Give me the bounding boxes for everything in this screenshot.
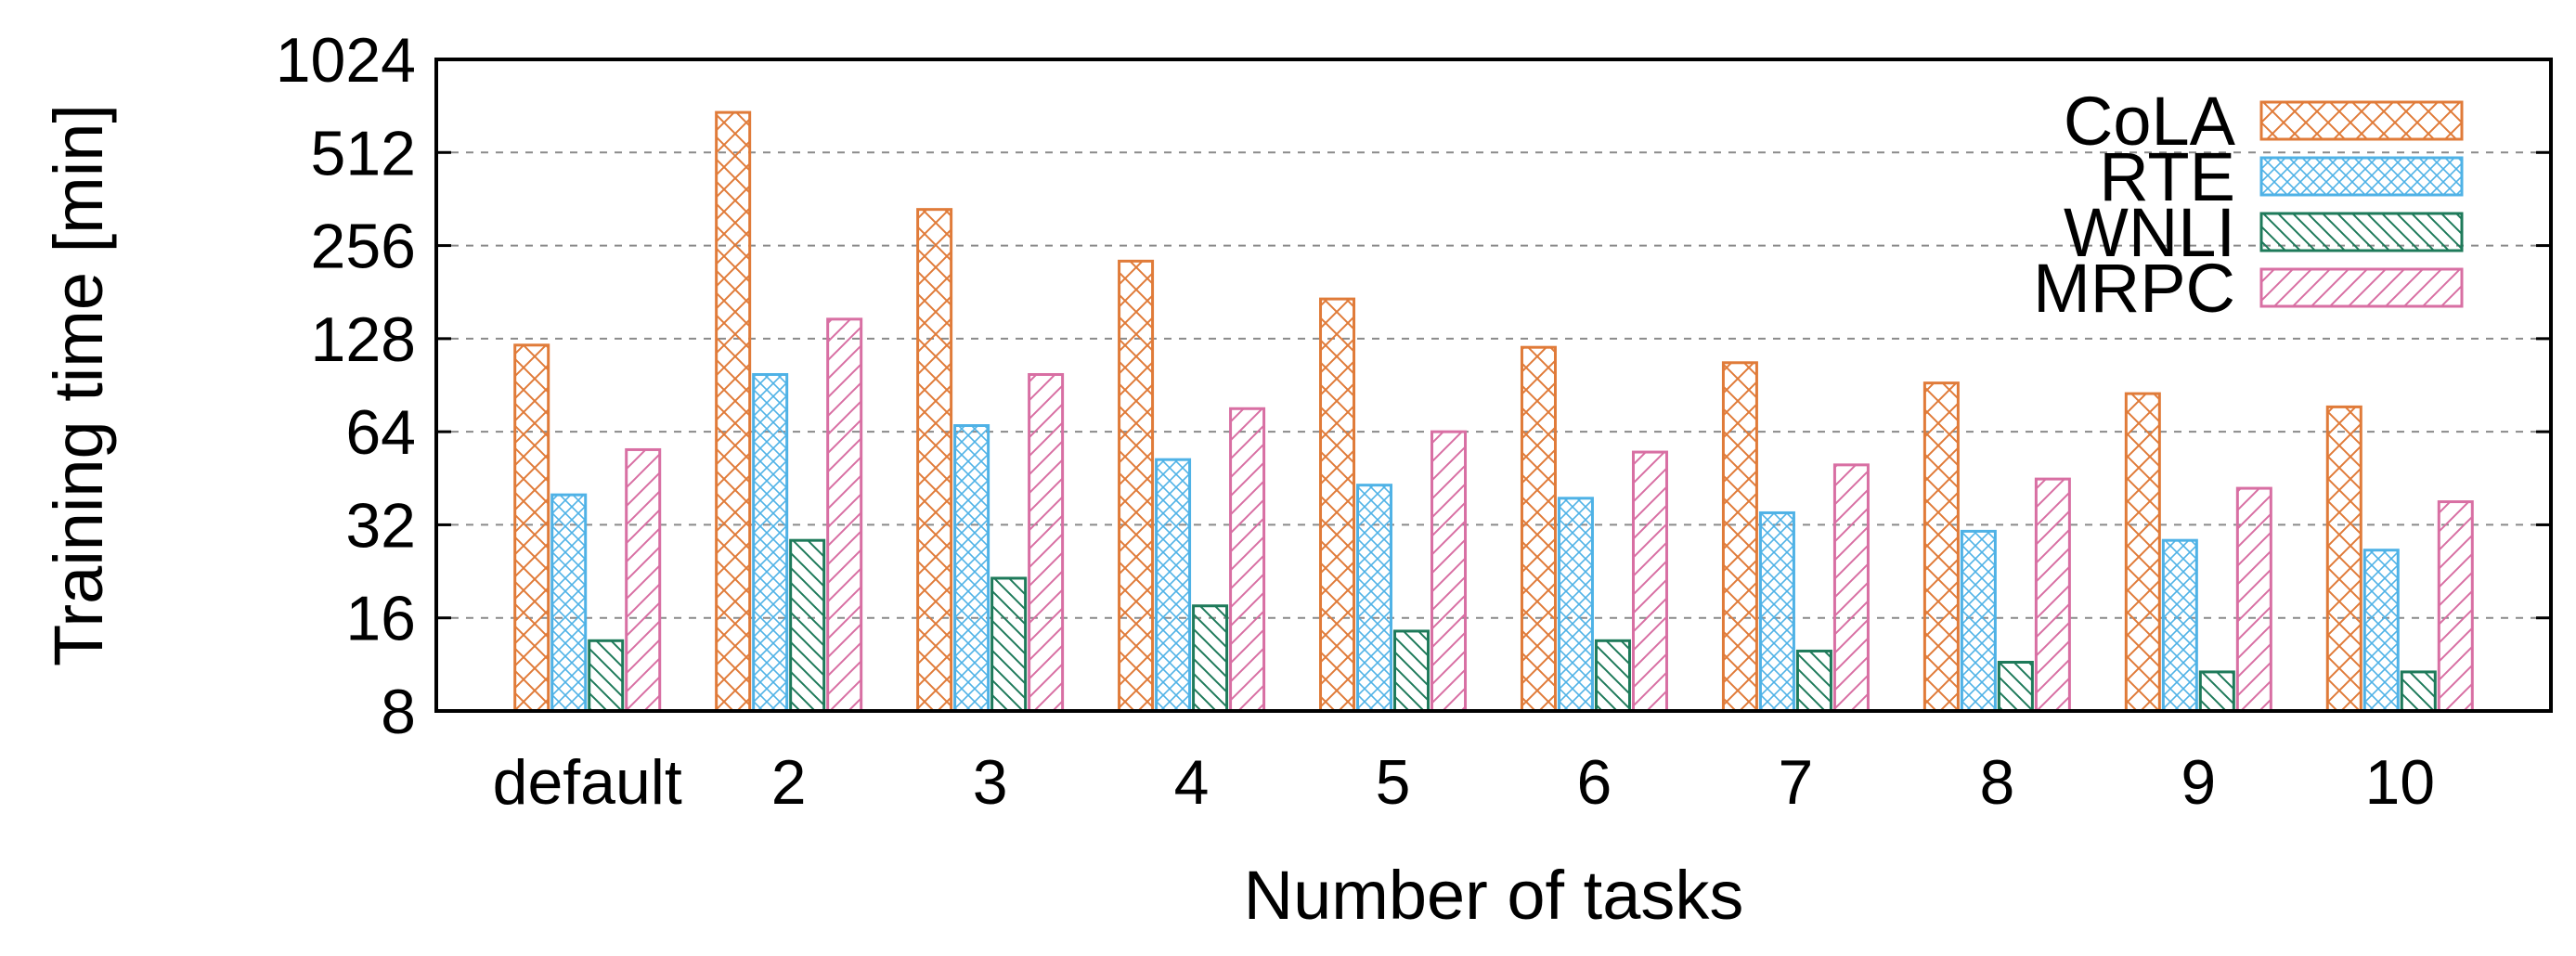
x-tick-label: 10: [2364, 747, 2435, 818]
bars-layer: [513, 110, 2474, 713]
legend-label-cola: CoLA: [2064, 83, 2236, 160]
bar-rte-7: [1758, 510, 1795, 713]
bar-wnli-10: [2400, 670, 2437, 713]
x-tick-label: default: [493, 747, 682, 818]
bar-wnli-5: [1393, 629, 1430, 713]
bar-mrpc-4: [1229, 407, 1266, 713]
bar-rte-9: [2161, 538, 2198, 713]
bar-cola-6: [1520, 345, 1557, 713]
bar-cola-9: [2124, 392, 2161, 713]
x-tick-label: 8: [1979, 747, 2014, 818]
bar-wnli-8: [1997, 660, 2034, 713]
bar-wnli-9: [2198, 670, 2235, 713]
y-tick-label: 256: [311, 212, 416, 282]
bar-cola-5: [1319, 297, 1356, 713]
bar-rte-2: [752, 372, 789, 713]
y-axis-title: Training time [min]: [40, 104, 117, 666]
legend-swatch-mrpc: [2259, 267, 2464, 308]
bar-mrpc-default: [625, 447, 662, 713]
y-tick-label: 128: [311, 304, 416, 375]
y-tick-label: 32: [345, 490, 416, 561]
bar-rte-5: [1356, 484, 1393, 713]
bar-cola-default: [513, 343, 550, 713]
bar-wnli-2: [789, 538, 826, 713]
legend-label-rte: RTE: [2099, 138, 2235, 215]
bar-mrpc-2: [826, 317, 863, 713]
grid-layer: [436, 151, 2551, 619]
bar-wnli-7: [1795, 649, 1832, 713]
bar-mrpc-7: [1832, 463, 1870, 713]
plot-frame: [434, 58, 2553, 713]
x-tick-label: 9: [2181, 747, 2216, 818]
bar-rte-4: [1155, 458, 1192, 713]
x-tick-label: 3: [973, 747, 1008, 818]
y-tick-label: 1024: [276, 25, 416, 96]
bar-cola-2: [715, 110, 752, 713]
x-axis-ticks: default 2 3 4 5 6 7 8 9 10: [493, 747, 2435, 818]
bar-rte-8: [1960, 529, 1997, 713]
x-axis-title: Number of tasks: [1244, 857, 1744, 934]
y-tick-label: 64: [345, 397, 416, 468]
y-tick-label: 8: [381, 677, 416, 747]
legend-swatch-wnli: [2259, 212, 2464, 252]
bar-cola-3: [916, 208, 953, 713]
bar-wnli-3: [990, 576, 1028, 713]
bar-cola-7: [1721, 361, 1758, 713]
legend-swatch-cola: [2259, 100, 2464, 141]
bar-mrpc-5: [1430, 430, 1468, 713]
bar-cola-4: [1118, 259, 1155, 713]
x-tick-label: 5: [1376, 747, 1411, 818]
x-tick-label: 6: [1577, 747, 1612, 818]
y-tick-label: 16: [345, 584, 416, 654]
legend-label-wnli: WNLI: [2064, 194, 2235, 271]
bar-cola-8: [1922, 381, 1960, 713]
bar-rte-6: [1557, 497, 1594, 713]
bar-rte-10: [2362, 549, 2400, 713]
bar-rte-default: [550, 493, 588, 713]
bar-mrpc-9: [2235, 486, 2272, 713]
bar-mrpc-8: [2034, 477, 2071, 713]
bar-wnli-4: [1192, 604, 1229, 713]
bar-wnli-default: [588, 639, 625, 713]
bar-rte-3: [953, 424, 990, 713]
bar-mrpc-3: [1028, 372, 1065, 713]
bar-wnli-6: [1594, 639, 1631, 713]
bar-mrpc-6: [1631, 450, 1668, 713]
bar-mrpc-10: [2437, 500, 2474, 713]
y-axis-ticks: 8 16 32 64 128 256 512 1024: [276, 25, 2551, 747]
legend-swatch-rte: [2259, 156, 2464, 197]
x-tick-label: 2: [771, 747, 807, 818]
x-tick-label: 7: [1779, 747, 1814, 818]
legend-label-mrpc: MRPC: [2033, 250, 2235, 327]
bar-cola-10: [2325, 405, 2362, 713]
y-tick-label: 512: [311, 118, 416, 188]
x-tick-label: 4: [1174, 747, 1210, 818]
